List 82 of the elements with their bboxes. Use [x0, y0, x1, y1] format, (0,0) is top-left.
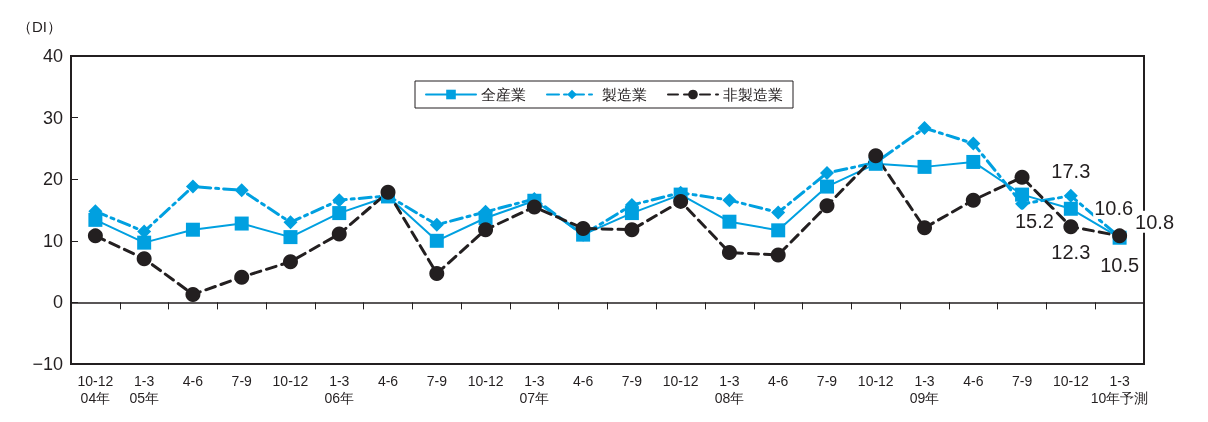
point — [966, 136, 981, 151]
point — [868, 148, 884, 164]
x-tick-label: 7-9 — [231, 372, 253, 389]
point — [917, 159, 932, 174]
x-tick-label: 10-12 — [662, 372, 699, 389]
point — [917, 121, 932, 136]
point — [478, 222, 494, 238]
x-tick-label: 4-6 — [768, 372, 789, 389]
x-tick-label: 4-6 — [573, 372, 594, 389]
legend-label: 全産業 — [481, 86, 526, 103]
point — [283, 230, 298, 245]
point — [673, 193, 689, 209]
point — [771, 205, 786, 220]
x-tick-label: 10-12 — [467, 372, 504, 389]
x-tick-label: 1-3 07年 — [519, 372, 550, 406]
data-label: 12.3 — [1051, 241, 1091, 264]
x-tick-label: 4-6 — [963, 372, 984, 389]
legend-label: 製造業 — [602, 86, 647, 103]
point — [1063, 219, 1079, 235]
point — [429, 233, 444, 248]
point — [234, 183, 249, 198]
data-label: 17.3 — [1051, 159, 1091, 182]
data-label: 10.6 — [1094, 197, 1134, 220]
point — [575, 220, 591, 236]
x-tick-label: 4-6 — [377, 372, 399, 389]
y-tick-label: 40 — [42, 46, 63, 66]
x-tick-label: 1-3 10年予測 — [1090, 372, 1149, 406]
point — [283, 215, 298, 230]
point — [332, 206, 347, 221]
point — [185, 179, 200, 194]
x-tick-label: 10-12 — [1052, 372, 1089, 389]
point — [429, 265, 445, 281]
x-tick-label: 7-9 — [621, 372, 643, 389]
point — [624, 222, 640, 238]
x-tick-label: 10-12 — [857, 372, 894, 389]
point — [136, 251, 152, 267]
x-tick-label: 4-6 — [182, 372, 204, 389]
point — [819, 166, 834, 181]
point — [965, 192, 981, 208]
point — [722, 214, 737, 229]
data-label: 15.2 — [1014, 209, 1054, 232]
x-tick-label: 1-3 09年 — [909, 372, 940, 406]
point — [722, 193, 737, 208]
y-tick-label: 30 — [42, 107, 63, 128]
point — [185, 222, 200, 237]
point — [137, 235, 152, 250]
x-tick-label: 7-9 — [816, 372, 838, 389]
y-tick-label: 0 — [52, 292, 63, 313]
point — [1063, 188, 1078, 203]
y-tick-label: 20 — [42, 169, 63, 190]
data-label: 10.8 — [1135, 210, 1175, 233]
point — [185, 286, 201, 302]
x-tick-label: 1-3 08年 — [714, 372, 745, 406]
point — [429, 217, 444, 232]
point — [332, 193, 347, 208]
data-label: 10.5 — [1100, 253, 1140, 276]
x-tick-label: 7-9 — [1011, 372, 1033, 389]
point — [234, 216, 249, 231]
point — [1014, 169, 1030, 185]
point — [819, 198, 835, 214]
point — [234, 269, 250, 285]
point — [771, 223, 786, 238]
point — [282, 254, 298, 270]
point — [1063, 201, 1078, 216]
point — [721, 245, 737, 260]
x-tick-label: 1-3 05年 — [129, 372, 159, 406]
y-tick-label: −10 — [32, 354, 63, 374]
point — [819, 179, 834, 194]
x-tick-label: 10-12 04年 — [77, 372, 114, 406]
point — [770, 247, 786, 263]
point — [331, 226, 347, 242]
y-axis-title: （DI） — [17, 18, 62, 35]
legend-label: 非製造業 — [723, 86, 783, 103]
point — [917, 220, 933, 236]
x-tick-label: 7-9 — [426, 372, 448, 389]
y-tick-label: 10 — [42, 230, 63, 251]
point — [966, 154, 981, 169]
point — [526, 199, 542, 215]
x-tick-label: 10-12 — [272, 372, 309, 389]
point — [380, 184, 396, 200]
point — [87, 228, 103, 244]
x-tick-label: 1-3 06年 — [324, 372, 355, 406]
